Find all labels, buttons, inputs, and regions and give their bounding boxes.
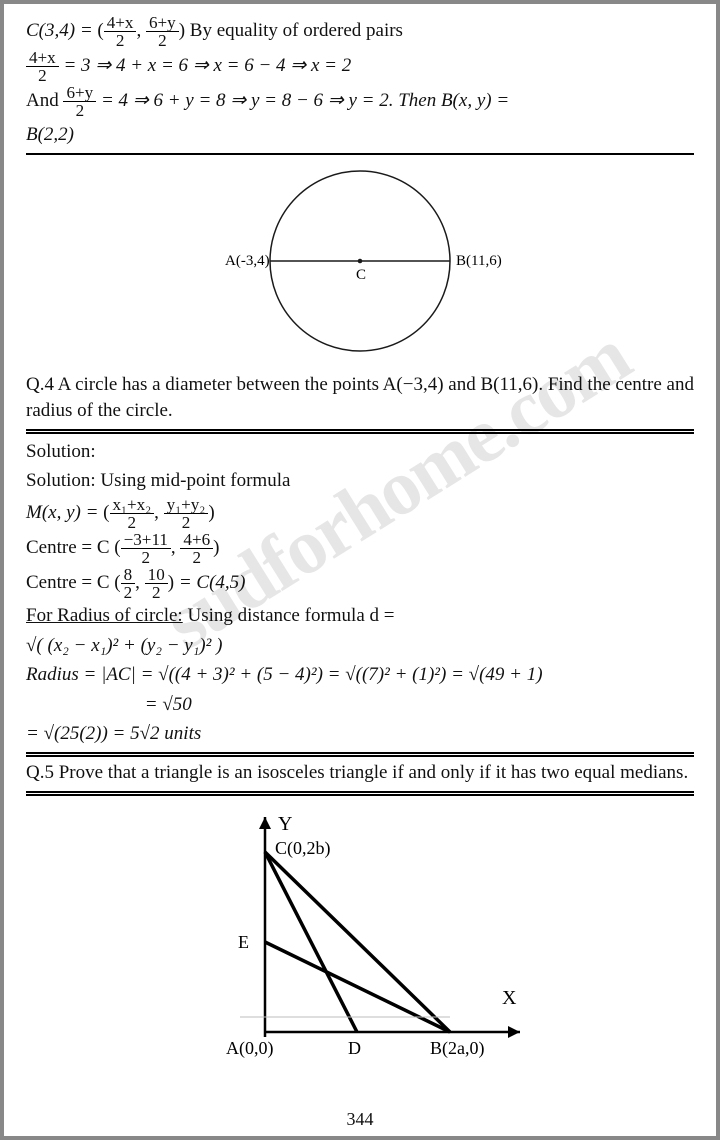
label-A: A(-3,4) [225, 253, 270, 269]
rule-1 [26, 153, 694, 155]
top-working: C(3,4) = (4+x2, 6+y2) By equality of ord… [26, 14, 694, 149]
triangle-diagram: Y C(0,2b) E X A(0,0) D B(2a,0) [26, 802, 694, 1071]
svg-text:X: X [502, 987, 517, 1009]
circle-diagram: A(-3,4) B(11,6) C [26, 161, 694, 370]
rule-2 [26, 429, 694, 434]
rule-3 [26, 752, 694, 757]
page-number: 344 [4, 1107, 716, 1132]
label-B: B(11,6) [456, 253, 502, 269]
svg-text:A(0,0): A(0,0) [226, 1038, 274, 1059]
rule-4 [26, 791, 694, 796]
label-C: C [356, 267, 366, 283]
svg-text:B(2a,0): B(2a,0) [430, 1038, 484, 1059]
svg-text:E: E [238, 932, 249, 952]
svg-text:C(0,2b): C(0,2b) [275, 838, 331, 859]
svg-text:D: D [348, 1038, 361, 1058]
question-5: Q.5 Prove that a triangle is an isoscele… [26, 760, 694, 787]
svg-text:Y: Y [278, 813, 292, 835]
question-4: Q.4 A circle has a diameter between the … [26, 372, 694, 425]
solution-block: Solution: Solution: Using mid-point form… [26, 437, 694, 749]
